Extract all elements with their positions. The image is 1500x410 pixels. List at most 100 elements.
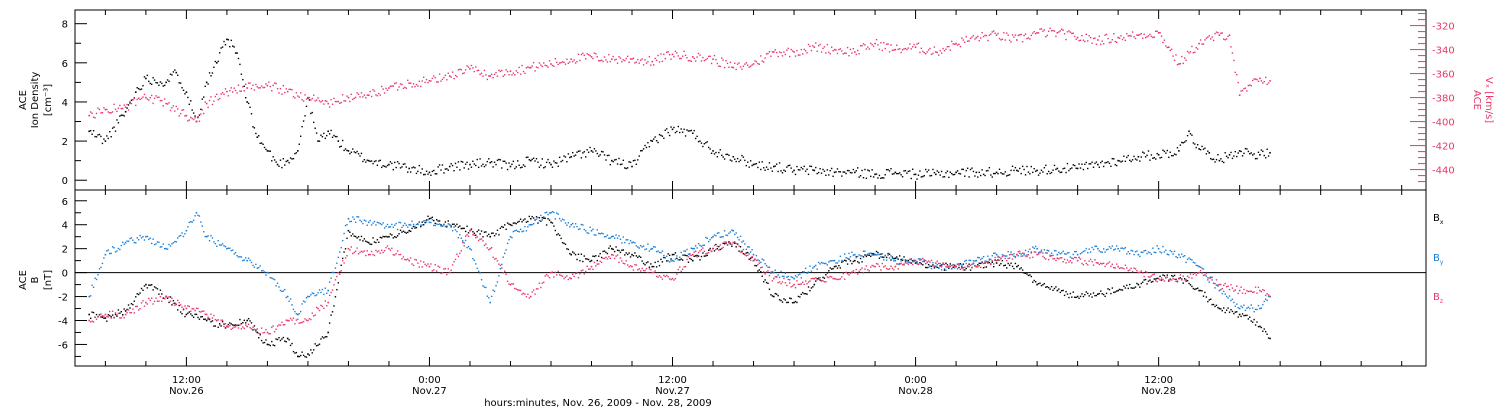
data-point-fill: [240, 328, 243, 330]
data-point-fill: [1092, 37, 1095, 40]
data-point-fill: [846, 257, 849, 260]
data-point-fill: [1068, 30, 1070, 32]
data-point-fill: [1084, 259, 1086, 262]
data-point-fill: [366, 159, 368, 161]
data-point-fill: [456, 223, 458, 225]
x-tick-label-time: 0:00: [418, 375, 440, 386]
data-point-fill: [1194, 288, 1196, 291]
data-point-fill: [333, 134, 335, 137]
data-point-fill: [1062, 250, 1064, 252]
data-point-fill: [352, 252, 354, 255]
data-point-fill: [687, 130, 690, 132]
data-point-fill: [402, 163, 405, 165]
data-point-fill: [878, 48, 881, 51]
data-point-fill: [1055, 168, 1057, 171]
data-point-fill: [544, 212, 546, 214]
data-point-fill: [965, 259, 967, 262]
data-point-fill: [684, 250, 687, 252]
data-point-fill: [545, 65, 548, 67]
data-point-fill: [221, 91, 224, 94]
data-point-fill: [906, 172, 908, 174]
data-point-fill: [89, 321, 92, 323]
data-point-fill: [1095, 43, 1098, 46]
data-point-fill: [1042, 252, 1044, 254]
data-point-fill: [111, 310, 114, 312]
data-point-fill: [236, 92, 238, 94]
data-point-fill: [249, 320, 251, 322]
data-point-fill: [477, 270, 480, 272]
data-point-fill: [292, 317, 295, 319]
data-point-fill: [1104, 162, 1106, 164]
data-point: [327, 331, 329, 334]
data-point-fill: [258, 336, 260, 339]
data-point-fill: [1121, 267, 1124, 269]
data-point-fill: [1014, 166, 1017, 169]
data-point-fill: [434, 222, 436, 225]
data-point-fill: [278, 324, 280, 326]
data-point-fill: [97, 316, 99, 318]
data-point-fill: [1262, 150, 1264, 153]
data-point-fill: [1094, 294, 1096, 297]
data-point-fill: [650, 64, 652, 66]
data-point: [1137, 271, 1140, 274]
data-point-fill: [485, 243, 487, 245]
data-point-fill: [1098, 166, 1101, 168]
data-point-fill: [321, 100, 324, 102]
data-point-fill: [291, 304, 293, 306]
data-point-fill: [771, 51, 774, 53]
data-point-fill: [164, 84, 166, 87]
data-point-fill: [169, 296, 172, 298]
data-point-fill: [1003, 32, 1005, 34]
data-point-fill: [446, 168, 448, 170]
data-point-fill: [1003, 173, 1005, 175]
data-point-fill: [396, 228, 399, 231]
data-point-fill: [628, 266, 630, 268]
data-point-fill: [499, 264, 502, 267]
data-point-fill: [276, 338, 279, 341]
data-point-fill: [956, 170, 959, 172]
data-point-fill: [275, 161, 277, 163]
data-point: [286, 90, 289, 93]
data-point-fill: [158, 293, 160, 295]
data-point-fill: [473, 259, 476, 261]
data-point-fill: [936, 266, 938, 269]
data-point-fill: [852, 260, 855, 263]
data-point-fill: [188, 305, 190, 308]
data-point-fill: [422, 261, 425, 263]
data-point-fill: [919, 51, 921, 54]
data-point-fill: [583, 255, 585, 257]
data-point-fill: [191, 221, 193, 223]
data-point-fill: [135, 242, 137, 244]
data-point-fill: [602, 151, 604, 153]
data-point-fill: [859, 174, 862, 177]
data-point-fill: [480, 238, 483, 240]
y2-tick-label: -360: [1432, 70, 1455, 81]
data-point-fill: [174, 110, 176, 112]
data-point-fill: [515, 70, 517, 72]
data-point-fill: [1210, 276, 1212, 278]
data-point-fill: [1249, 307, 1251, 310]
data-point-fill: [1023, 254, 1025, 256]
data-point-fill: [116, 110, 118, 113]
data-point-fill: [587, 54, 590, 56]
data-point-fill: [262, 342, 264, 344]
data-point-fill: [1127, 154, 1129, 157]
data-point-fill: [936, 260, 938, 262]
data-point-fill: [891, 173, 894, 175]
data-point-fill: [571, 251, 574, 253]
data-point-fill: [359, 251, 361, 254]
data-point-fill: [462, 241, 464, 244]
data-point-fill: [346, 95, 348, 97]
data-point-fill: [719, 149, 721, 151]
data-point-fill: [350, 235, 353, 237]
data-point-fill: [1149, 251, 1151, 254]
data-point-fill: [414, 258, 416, 261]
data-point-fill: [890, 168, 892, 170]
data-point-fill: [282, 290, 285, 292]
data-point-fill: [1207, 300, 1209, 303]
data-point-fill: [810, 270, 813, 272]
data-point-fill: [1081, 251, 1083, 254]
data-point-fill: [696, 56, 698, 58]
data-point-fill: [815, 264, 817, 267]
data-point-fill: [1204, 147, 1206, 149]
